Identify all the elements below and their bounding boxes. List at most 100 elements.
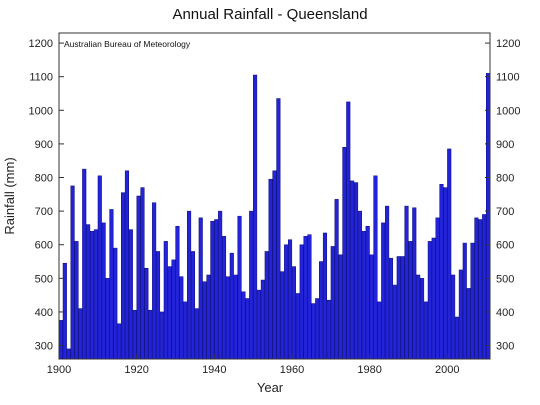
y-tick-label-right: 1200 [496,38,520,50]
y-tick-label-right: 400 [496,307,514,319]
bar-1904 [74,241,79,360]
bar-1977 [357,210,362,360]
bar-1922 [144,268,149,360]
bar-1998 [439,183,444,360]
bar-2003 [458,269,463,360]
bar-1914 [113,247,118,360]
x-axis: 1900 1920 1940 1960 1980 2000 [47,354,460,376]
y-axis-left: 300 400 500 600 700 800 900 1000 1100 1200 [29,38,64,353]
bar-1953 [264,251,269,360]
bar-1989 [404,205,409,360]
bar-1915 [117,323,122,360]
bar-1927 [163,241,168,360]
bar-2005 [466,288,471,360]
bar-1905 [78,308,83,360]
bar-1928 [167,266,172,360]
bar-1963 [303,236,308,360]
y-tick-label: 900 [35,139,53,151]
bar-1934 [190,251,196,360]
bar-1923 [148,310,153,360]
bar-1959 [287,239,293,360]
bar-1960 [291,266,296,360]
bar-1970 [330,246,335,360]
x-tick-label: 1940 [202,364,226,376]
bar-1909 [93,229,98,360]
bar-1955 [272,170,277,360]
bar-1935 [194,308,199,360]
bar-1993 [420,278,425,360]
bar-1938 [206,274,211,360]
bar-1996 [431,237,436,360]
bar-1931 [179,276,184,360]
bar-1985 [388,257,394,360]
bar-1933 [187,210,192,360]
y-tick-label: 600 [35,240,53,252]
x-tick-label: 1960 [280,364,304,376]
bar-1974 [346,101,351,360]
bar-1967 [319,261,324,360]
bar-1978 [361,231,366,360]
bar-1956 [276,98,281,360]
y-tick-label-right: 700 [496,206,514,218]
bar-1902 [66,348,71,360]
bar-2000 [447,148,452,360]
bar-1945 [233,274,238,360]
y-tick-label-right: 800 [496,173,514,185]
x-tick-label: 1980 [357,364,381,376]
bar-1987 [396,256,401,360]
bar-1949 [249,210,254,360]
bar-1921 [140,187,145,360]
bar-1961 [295,293,300,360]
bar-2008 [478,219,483,360]
bar-1983 [381,222,386,360]
bar-1971 [334,199,339,360]
bar-1969 [326,299,331,360]
bar-2006 [470,242,475,360]
bar-1968 [322,232,328,360]
bar-1984 [385,205,390,360]
bar-1952 [260,279,265,360]
bar-1986 [392,284,397,360]
bar-2001 [451,274,456,360]
bar-1947 [241,291,246,360]
x-tick-label: 1900 [47,364,71,376]
bar-1939 [210,220,215,360]
bar-1973 [342,147,347,360]
bar-1988 [400,256,405,360]
chart-title: Annual Rainfall - Queensland [172,6,367,23]
bar-1943 [225,276,230,360]
bar-2002 [454,316,460,360]
bar-1950 [253,74,258,360]
bar-1982 [377,301,382,360]
bar-1980 [369,254,374,360]
y-tick-label-right: 1000 [496,105,520,117]
bar-1937 [202,281,207,360]
bar-1948 [245,298,250,360]
bar-1924 [152,202,157,360]
bar-1997 [435,217,440,360]
y-axis-label: Rainfall (mm) [2,157,17,234]
bar-1975 [350,180,355,360]
bar-1944 [229,252,234,360]
bar-1964 [307,234,312,360]
bar-1932 [183,301,188,360]
y-tick-label: 500 [35,273,53,285]
bar-1946 [237,215,242,360]
bar-1965 [311,303,316,360]
bar-1994 [423,301,428,360]
y-tick-label: 1000 [29,105,53,117]
y-tick-label-right: 1100 [496,72,520,84]
bar-1920 [136,195,141,360]
bar-2010 [486,73,491,360]
bar-1906 [82,168,87,360]
x-tick-label: 1920 [124,364,148,376]
y-tick-label-right: 900 [496,139,514,151]
bar-1962 [299,244,304,360]
y-tick-label-right: 600 [496,240,514,252]
bar-1916 [121,192,126,360]
plot-area-frame [58,32,491,360]
y-tick-label: 400 [35,307,53,319]
y-tick-label-right: 300 [496,341,514,353]
bar-1936 [198,217,203,360]
y-tick-label: 300 [35,341,53,353]
